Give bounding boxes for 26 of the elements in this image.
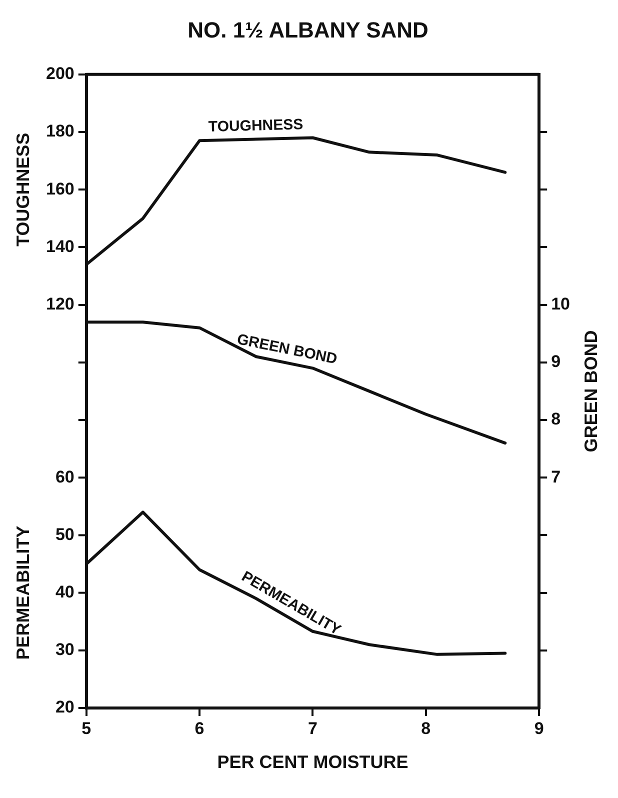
y3-tick-label: 20 (55, 698, 74, 717)
y3-tick-label: 50 (55, 524, 74, 544)
y3-tick-label: 30 (55, 640, 74, 660)
y-tick-label: 120 (46, 294, 74, 314)
x-tick-label: 9 (534, 718, 544, 738)
y2-tick-label: 9 (551, 352, 561, 372)
y2-tick-label: 10 (551, 294, 570, 314)
y2-axis-title: GREEN BOND (580, 330, 601, 452)
x-tick-label: 8 (421, 718, 431, 738)
x-tick-label: 6 (194, 718, 204, 738)
chart-title: NO. 1½ ALBANY SAND (188, 17, 428, 42)
series-label: TOUGHNESS (208, 116, 304, 136)
y-axis-title: TOUGHNESS (12, 132, 33, 246)
y-tick-label: 160 (46, 179, 74, 198)
y2-tick-label: 8 (551, 410, 561, 429)
y-tick-label: 180 (46, 122, 74, 141)
text: GREEN BOND (236, 330, 339, 368)
x-tick-label: 7 (308, 718, 318, 738)
y2-tick-label: 7 (551, 467, 561, 486)
x-tick-label: 5 (82, 718, 92, 738)
y3-tick-label: 40 (55, 582, 74, 602)
y3-axis-title: PERMEABILITY (12, 526, 33, 660)
y3-tick-label: 60 (55, 467, 74, 486)
y-tick-label: 200 (46, 64, 74, 84)
y-tick-label: 140 (46, 236, 74, 256)
x-axis-title: PER CENT MOISTURE (217, 752, 408, 772)
